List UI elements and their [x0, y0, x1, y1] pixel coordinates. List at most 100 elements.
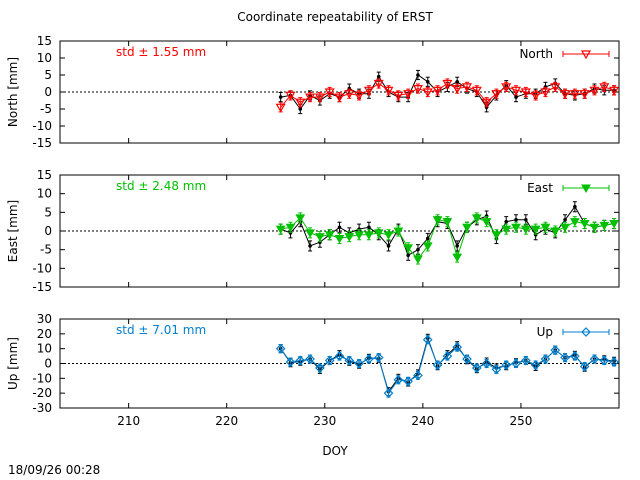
data-point-east: [570, 218, 580, 227]
reference-point-east: [524, 218, 528, 222]
data-point-up: [520, 355, 531, 366]
data-point-east: [609, 220, 619, 229]
x-tick-label: 240: [411, 414, 434, 428]
data-point-up: [589, 354, 600, 364]
data-point-up: [452, 342, 463, 353]
data-point-up: [393, 374, 404, 385]
y-tick-label-up: -20: [32, 386, 52, 400]
data-point-up: [364, 354, 374, 364]
data-point-east: [520, 225, 531, 235]
reference-point-east: [563, 218, 567, 222]
reference-point-north: [514, 95, 518, 99]
data-point-north: [560, 90, 571, 99]
legend-label-east: East: [527, 181, 553, 195]
y-tick-label-north: 0: [44, 85, 52, 99]
reference-point-north: [298, 107, 303, 111]
data-point-east: [315, 233, 325, 242]
y-tick-label-north: 5: [44, 68, 52, 82]
timestamp: 18/09/26 00:28: [8, 463, 100, 477]
y-tick-label-up: -10: [32, 371, 52, 385]
data-point-north: [530, 91, 541, 101]
y-tick-label-up: -30: [32, 401, 52, 415]
data-point-east: [275, 225, 286, 235]
x-axis-label: DOY: [322, 444, 348, 458]
y-axis-label-east: East [mm]: [6, 200, 20, 262]
data-point-north: [324, 88, 335, 98]
data-point-north: [314, 93, 325, 103]
data-point-east: [501, 225, 512, 235]
data-point-north: [520, 88, 531, 98]
y-tick-label-east: -5: [40, 243, 52, 257]
data-point-north: [275, 103, 286, 113]
data-point-up: [413, 370, 423, 381]
data-point-east: [530, 225, 541, 235]
y-tick-label-north: -5: [40, 102, 52, 116]
x-tick-label: 230: [313, 414, 336, 428]
data-point-up: [511, 358, 521, 369]
data-point-up: [570, 351, 580, 361]
reference-point-east: [386, 244, 391, 248]
series-line-up: [280, 338, 615, 395]
y-tick-label-east: 10: [37, 187, 52, 201]
data-point-north: [569, 90, 580, 99]
data-point-north: [373, 79, 384, 89]
data-point-east: [599, 221, 610, 231]
data-point-east: [560, 223, 570, 233]
data-point-north: [422, 88, 433, 98]
data-point-east: [344, 233, 355, 242]
panel-east: -15 -10 -5 0 5 10 15 East [mm] std ± 2.48 mm East: [6, 168, 620, 294]
legend-marker-east: [581, 184, 591, 194]
std-label-up: std ± 7.01 mm: [116, 323, 206, 337]
y-axis-label-up: Up [mm]: [6, 337, 20, 390]
data-point-north: [471, 86, 482, 96]
data-point-east: [511, 223, 521, 233]
reference-point-east: [337, 225, 342, 230]
data-point-north: [403, 90, 414, 99]
data-point-up: [354, 358, 364, 369]
y-tick-label-north: 15: [37, 34, 52, 48]
data-point-up: [305, 354, 315, 364]
std-label-east: std ± 2.48 mm: [116, 179, 206, 193]
data-point-up: [422, 334, 433, 345]
data-point-north: [285, 91, 296, 101]
data-point-north: [305, 93, 316, 103]
data-point-north: [393, 91, 404, 101]
std-label-north: std ± 1.55 mm: [116, 45, 206, 59]
legend-label-up: Up: [537, 325, 553, 339]
data-point-north: [609, 86, 620, 96]
data-point-up: [334, 351, 345, 361]
y-tick-label-north: -10: [32, 119, 52, 133]
reference-point-north: [425, 80, 430, 84]
figure-title: Coordinate repeatability of ERST: [237, 10, 433, 24]
data-point-north: [383, 86, 394, 96]
data-point-east: [589, 223, 600, 233]
data-point-east: [413, 255, 423, 265]
data-point-east: [579, 220, 590, 229]
y-tick-label-up: 10: [37, 342, 52, 356]
data-point-up: [530, 360, 541, 370]
y-axis-label-north: North [mm]: [6, 57, 20, 127]
reference-point-north: [278, 95, 283, 99]
data-point-north: [501, 83, 512, 93]
data-point-east: [452, 253, 463, 263]
data-point-north: [363, 86, 374, 96]
x-tick-label: 220: [215, 414, 238, 428]
data-point-north: [334, 93, 345, 103]
data-point-north: [295, 98, 306, 108]
data-point-up: [501, 360, 512, 370]
data-point-east: [383, 231, 394, 240]
panel-north: -15 -10 -5 0 5 10 15 North [mm] std ± 1.55 mm Nor…: [6, 34, 620, 150]
chart-panels: -15 -10 -5 0 5 10 15 North [mm] std ± 1.55 mm Nor…: [6, 34, 620, 428]
data-point-north: [589, 86, 600, 96]
reference-point-east: [573, 204, 577, 209]
data-point-north: [481, 98, 492, 108]
data-point-north: [491, 90, 502, 99]
reference-point-north: [416, 73, 420, 77]
data-point-up: [540, 354, 551, 364]
data-point-east: [462, 223, 472, 233]
data-point-east: [354, 231, 364, 240]
data-point-east: [442, 218, 453, 227]
data-point-up: [491, 364, 502, 375]
data-point-east: [471, 214, 482, 223]
data-point-up: [462, 354, 472, 364]
